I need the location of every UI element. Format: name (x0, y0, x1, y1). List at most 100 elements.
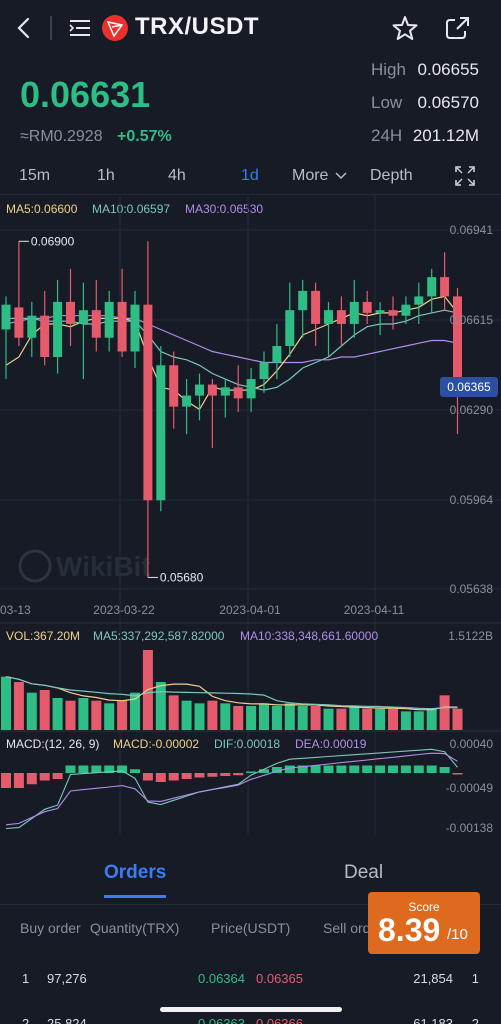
volume-bar (39, 690, 50, 730)
macd-bar (194, 773, 205, 778)
date-tick: 2023-03-22 (93, 603, 155, 617)
candle-body (401, 304, 411, 316)
min-price-label: 0.05680 (160, 570, 204, 584)
sell-quantity: 21,854 (413, 971, 453, 986)
tab-more[interactable]: More (292, 167, 347, 185)
candle-body (66, 301, 75, 324)
volume-bar (259, 703, 269, 730)
candle (156, 345, 166, 512)
back-arrow-icon[interactable] (10, 14, 38, 42)
low-label: Low (371, 93, 403, 112)
candle-body (53, 301, 63, 358)
candle (388, 296, 398, 330)
macd-bar (375, 765, 386, 773)
share-icon[interactable] (444, 14, 472, 42)
macd-bar (297, 765, 308, 773)
candle (1, 296, 11, 380)
candle (27, 301, 37, 358)
macd-bar (91, 765, 102, 773)
price-tick: 0.06290 (450, 403, 494, 417)
candle-body (427, 277, 437, 297)
tab-1d[interactable]: 1d (241, 167, 259, 184)
tab-orders[interactable]: Orders (104, 862, 167, 883)
candle (362, 290, 372, 324)
tab-depth[interactable]: Depth (370, 167, 413, 184)
macd-bar (323, 765, 334, 773)
volume-bar (194, 703, 205, 730)
candle-body (220, 387, 230, 396)
macd-bar (52, 773, 63, 779)
tab-1h[interactable]: 1h (97, 167, 115, 184)
candle (117, 268, 127, 358)
candle (453, 288, 462, 435)
volume-bar (207, 700, 218, 730)
volume-bar (91, 700, 102, 730)
score-badge[interactable]: Score 8.39 /10 (368, 892, 480, 954)
macd-bar (130, 769, 140, 773)
macd-bar (1, 773, 11, 788)
volume-bar (65, 700, 76, 730)
candle-body (207, 384, 217, 396)
candle-body (440, 277, 450, 297)
candle-body (388, 310, 398, 316)
macd-bar (13, 773, 24, 788)
candle (91, 279, 101, 352)
candle (401, 296, 411, 324)
tab-deal[interactable]: Deal (344, 862, 384, 883)
macd-tick-top: 0.00040 (449, 737, 493, 751)
candle-body (246, 379, 256, 399)
sell-index: 2 (471, 1016, 479, 1024)
macd-bar (233, 773, 244, 776)
macd-bar (181, 773, 192, 779)
macd-value: MACD:-0.00002 (113, 737, 200, 751)
macd-bar (104, 765, 115, 773)
candle (233, 365, 243, 413)
col-sell-order: Sell ord (323, 920, 371, 936)
volume-bar (52, 698, 63, 730)
divider (0, 194, 501, 195)
candle (66, 268, 75, 346)
row-index: 2 (22, 1016, 30, 1024)
candle (414, 282, 424, 324)
volume-bar (1, 676, 11, 730)
candle (246, 368, 256, 413)
candle (143, 241, 153, 578)
volume-bar (220, 703, 231, 730)
svg-text:WikiBit: WikiBit (56, 551, 151, 582)
col-buy-order: Buy order (20, 920, 81, 936)
candle (53, 279, 63, 374)
candle (440, 252, 450, 311)
macd-bar (78, 765, 89, 773)
volume-bar (155, 682, 166, 730)
macd-bar (207, 773, 218, 777)
candle-body (130, 304, 140, 352)
macd-tick-mid: -0.00049 (445, 781, 493, 795)
vol-legend: VOL:367.20M (6, 629, 81, 643)
tab-4h[interactable]: 4h (168, 167, 186, 184)
menu-list-icon[interactable] (66, 14, 94, 42)
candle-body (453, 296, 462, 391)
candle-body (143, 304, 153, 501)
macd-bar (117, 765, 128, 773)
orders-tabs: Orders Deal (0, 848, 501, 904)
candle (130, 290, 140, 369)
ma10-legend: MA10:0.06597 (92, 202, 171, 216)
tab-15m[interactable]: 15m (19, 167, 51, 184)
candle-body (104, 301, 114, 338)
kline-chart[interactable]: WikiBit 0.06941 0.06615 0.06290 0.05964 0.05… (0, 195, 501, 845)
candle (40, 290, 50, 366)
candle-body (27, 315, 37, 338)
macd-title: MACD:(12, 26, 9) (6, 737, 100, 751)
price-change: +0.57% (117, 128, 172, 145)
volume-value: 201.12M (412, 126, 479, 145)
star-icon[interactable] (391, 14, 419, 42)
pair-title[interactable]: TRX/USDT (135, 13, 259, 40)
volume-bar (297, 706, 308, 730)
macd-bar (65, 765, 76, 773)
macd-bar (349, 765, 360, 773)
candle (427, 268, 437, 313)
candle-body (336, 310, 346, 324)
fullscreen-icon[interactable] (454, 165, 476, 192)
volume-bar (271, 706, 282, 730)
candle (311, 282, 321, 346)
